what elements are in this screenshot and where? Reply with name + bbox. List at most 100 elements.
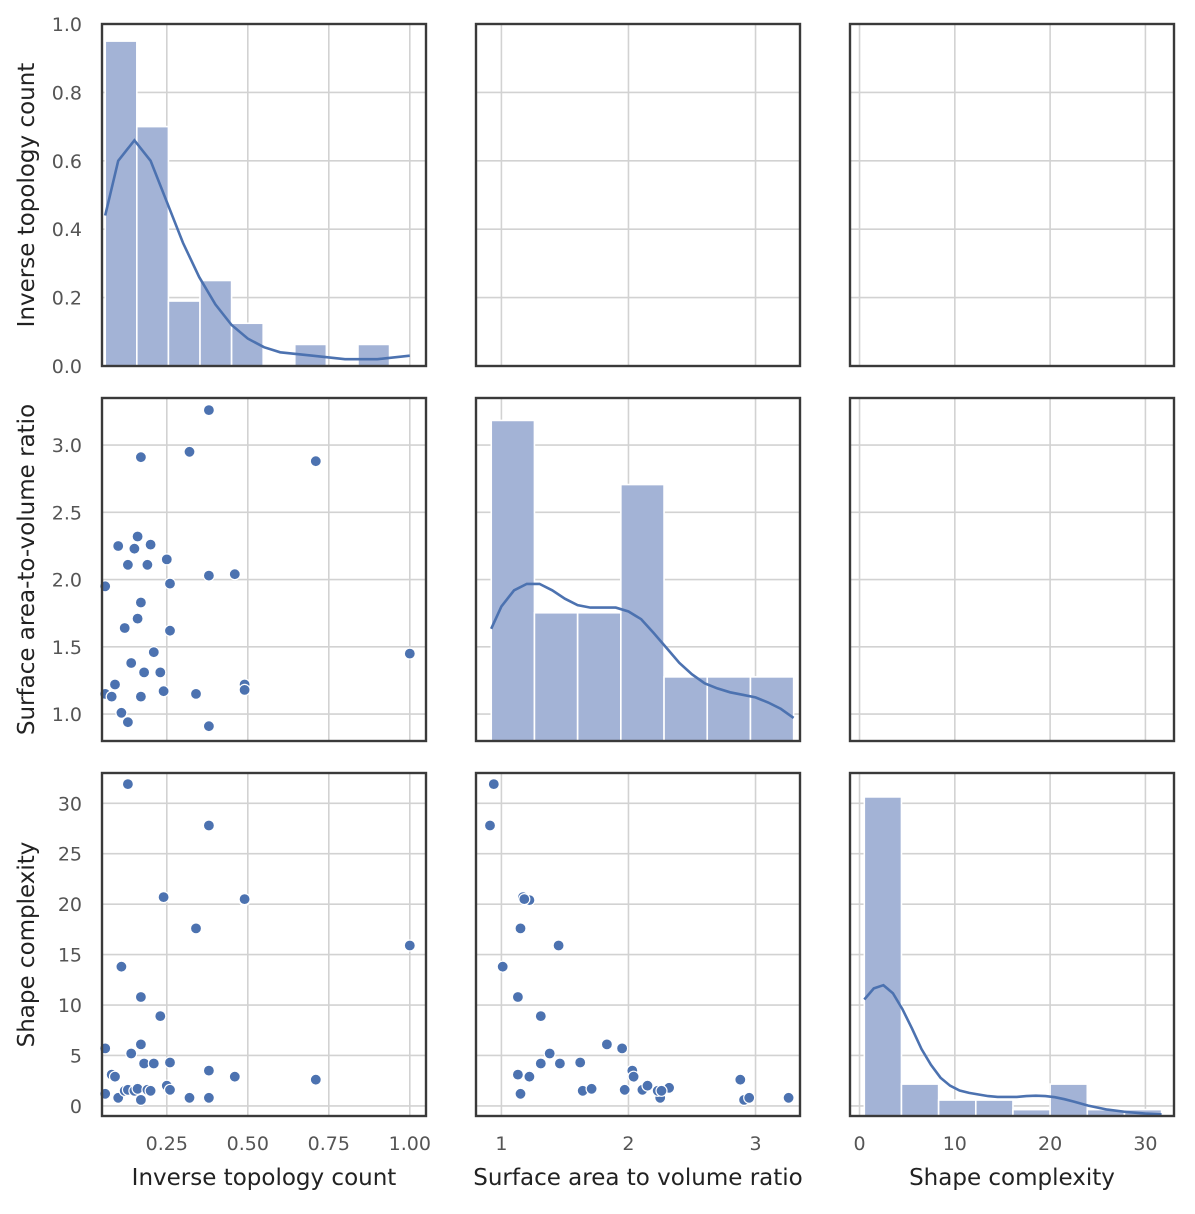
panel-frame [100,22,428,368]
scatter-point [734,1073,747,1086]
scatter-point [782,1091,795,1104]
scatter-point [121,716,135,729]
scatter-point [134,1093,147,1107]
scatter-point [125,1047,138,1060]
scatter-point [403,647,416,660]
y-tick-label: 30 [58,793,82,815]
panel-frame [100,396,428,743]
scatter-point [618,1083,631,1096]
scatter-point [552,939,565,952]
scatter-point [183,1091,196,1104]
y-tick-label: 1.0 [52,704,82,726]
histogram-bar [576,611,622,742]
y-axis-title: Surface area-to-volume ratio [14,404,40,735]
scatter-point [134,451,147,464]
panel-r3-c1 [99,771,428,1118]
histogram-bar [937,1099,977,1117]
panel-r1-c1 [100,22,428,368]
panel-frame [474,396,802,743]
y-tick-label: 15 [58,945,82,967]
scatter-point [615,1042,629,1055]
scatter-point [514,922,527,935]
scatter-point [483,819,497,832]
histogram-bar [620,483,665,742]
scatter-point [238,892,251,906]
scatter-point [574,1056,587,1069]
y-axis-title: Shape complexity [14,842,40,1048]
panel-r3-c2 [474,771,802,1118]
x-tick-label: 3 [749,1133,761,1155]
scatter-point [121,558,135,571]
scatter-point [238,683,251,697]
scatter-point [163,624,177,637]
y-tick-label: 0 [70,1096,82,1118]
scatter-point [147,646,160,659]
x-axis-title: Surface area to volume ratio [473,1165,802,1191]
scatter-point [144,1084,157,1097]
y-axis-labels: 0.0 0.2 0.4 0.6 0.8 1.0 1.0 1.5 2.0 2.5 3.0 0 5 10 15 2… [52,14,82,1118]
panel-frame [848,396,1176,743]
y-tick-label: 25 [58,844,82,866]
panel-r2-c2 [474,396,802,743]
scatter-point [134,596,147,609]
histogram-bar [490,419,536,742]
panel-r1-c3 [848,22,1176,368]
x-tick-label: 2 [622,1133,634,1155]
scatter-point [627,1070,640,1083]
scatter-point [641,1079,654,1092]
scatter-point [121,777,135,791]
y-tick-label: 3.0 [52,435,82,457]
x-axis-title: Shape complexity [909,1165,1115,1191]
kde-curve [490,582,795,719]
x-tick-label: 1.00 [389,1133,431,1155]
scatter-point [154,666,167,679]
scatter-point [202,1064,215,1077]
scatter-point [160,553,173,566]
scatter-point [202,569,215,582]
scatter-point [202,1091,215,1104]
y-tick-label: 0.8 [52,82,82,104]
histogram-bar [749,676,795,742]
scatter-point [543,1047,556,1060]
y-tick-label: 20 [58,894,82,916]
panel-frame [100,771,428,1118]
scatter-point [154,1009,167,1023]
scatter-point [511,990,525,1004]
scatter-point [141,558,154,571]
scatter-point [534,1057,547,1070]
scatter-point [108,678,122,691]
scatter-point [131,530,144,543]
kde-curve [863,983,1162,1116]
y-tick-label: 10 [58,995,82,1017]
scatter-point [496,960,509,973]
x-tick-label: 0.50 [227,1133,269,1155]
x-axis-labels: 0.25 0.50 0.75 1.00 1 2 3 0 10 20 30 [146,1133,1158,1155]
scatter-point [183,445,196,458]
scatter-point [189,687,203,701]
scatter-point [163,1056,177,1069]
x-tick-label: 0.75 [308,1133,350,1155]
histogram-bar [533,611,579,742]
scatter-point [115,706,128,719]
scatter-point [403,939,416,952]
x-tick-label: 30 [1133,1133,1157,1155]
scatter-point [134,990,147,1004]
scatter-point [125,656,138,670]
scatter-point [309,455,322,468]
x-tick-label: 1 [495,1133,507,1155]
panel-frame [474,22,802,368]
scatter-point [163,577,177,590]
panel-frame [848,22,1176,368]
scatter-point [743,1091,756,1104]
x-tick-label: 0.25 [146,1133,188,1155]
scatter-point [134,1038,147,1051]
y-axis-title: Inverse topology count [14,63,40,328]
scatter-point [228,1070,241,1083]
x-tick-label: 0 [853,1133,865,1155]
panel-frame [474,771,802,1118]
scatter-point [131,612,144,625]
scatter-point [138,666,151,679]
scatter-point [655,1084,668,1097]
scatter-point [134,690,147,703]
